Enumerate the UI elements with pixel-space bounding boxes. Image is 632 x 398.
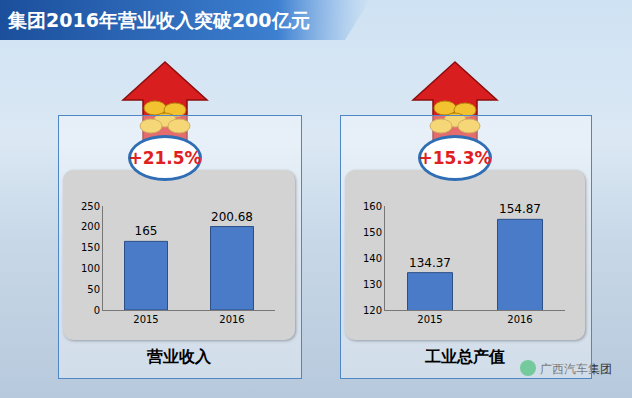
svg-text:154.87: 154.87 (499, 202, 541, 216)
svg-text:160: 160 (363, 201, 382, 212)
svg-text:150: 150 (363, 227, 382, 238)
svg-text:2016: 2016 (507, 314, 532, 325)
svg-text:2016: 2016 (219, 314, 244, 325)
html-text:+21.5%: +21.5% (128, 148, 202, 168)
svg-text:165: 165 (135, 224, 158, 238)
svg-text:0: 0 (94, 305, 100, 316)
svg-text:250: 250 (81, 201, 100, 212)
html-text:工业总产值: 工业总产值 (425, 347, 505, 366)
svg-text:150: 150 (81, 242, 100, 253)
svg-text:120: 120 (363, 305, 382, 316)
svg-text:130: 130 (363, 279, 382, 290)
svg-text:200: 200 (81, 221, 100, 232)
svg-text:50: 50 (87, 284, 100, 295)
html-text:集团2016年营业收入突破200亿元: 集团2016年营业收入突破200亿元 (8, 9, 310, 31)
svg-text:2015: 2015 (417, 314, 442, 325)
svg-text:140: 140 (363, 253, 382, 264)
html-text:营业收入: 营业收入 (147, 347, 211, 366)
svg-text:200.68: 200.68 (211, 210, 253, 224)
html-text:+15.3%: +15.3% (418, 148, 492, 168)
svg-text:2015: 2015 (133, 314, 158, 325)
svg-text:134.37: 134.37 (409, 256, 451, 270)
svg-text:100: 100 (81, 263, 100, 274)
html-text:广西汽车集团: 广西汽车集团 (540, 362, 612, 376)
